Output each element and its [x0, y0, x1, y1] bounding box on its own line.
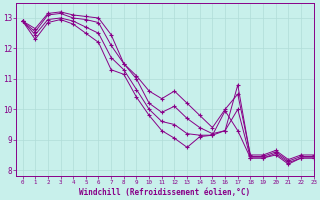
X-axis label: Windchill (Refroidissement éolien,°C): Windchill (Refroidissement éolien,°C) — [79, 188, 251, 197]
